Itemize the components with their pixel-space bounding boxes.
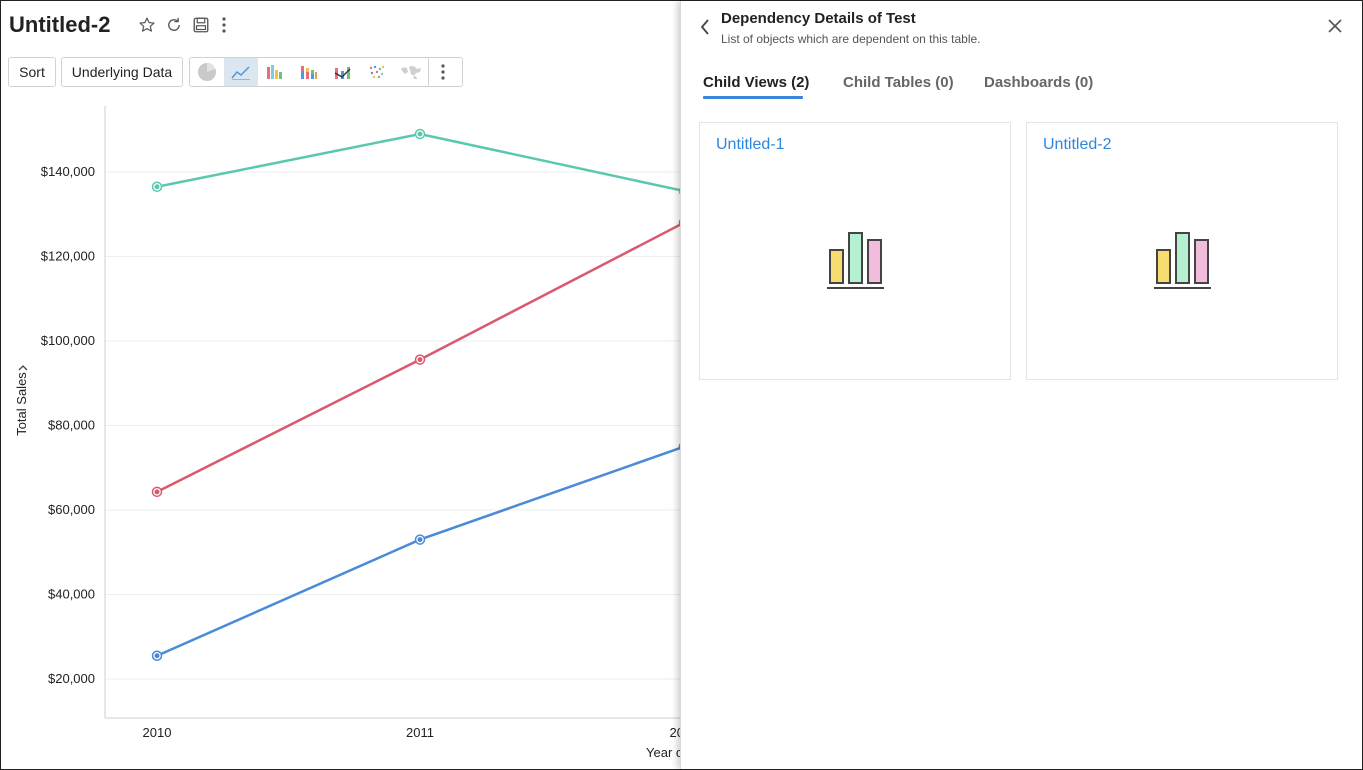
y-tick-label: $40,000 xyxy=(48,587,95,602)
y-tick-label: $80,000 xyxy=(48,418,95,433)
child-view-card[interactable]: Untitled-2 xyxy=(1026,122,1338,380)
sort-button[interactable]: Sort xyxy=(8,57,56,87)
page-title: Untitled-2 xyxy=(9,12,111,37)
save-icon[interactable] xyxy=(190,14,212,36)
combo-chart-icon[interactable] xyxy=(326,58,360,86)
data-point[interactable] xyxy=(678,187,681,196)
toolbar-divider xyxy=(428,58,429,86)
more-options-icon[interactable] xyxy=(213,14,235,36)
chart-more-icon[interactable] xyxy=(429,58,456,86)
data-point-dot xyxy=(417,357,423,363)
refresh-icon[interactable] xyxy=(163,14,185,36)
x-tick-label: 2010 xyxy=(143,725,172,740)
y-tick-label: $120,000 xyxy=(41,249,95,264)
series-line xyxy=(156,446,680,657)
data-point-dot xyxy=(417,131,423,137)
y-axis-chevron-icon[interactable] xyxy=(18,365,28,371)
x-tick-label: 2012 xyxy=(670,725,680,740)
x-axis-title[interactable]: Year o xyxy=(646,745,680,760)
child-view-card[interactable]: Untitled-1 xyxy=(699,122,1011,380)
y-tick-label: $60,000 xyxy=(48,502,95,517)
tab-child-tables[interactable]: Child Tables (0) xyxy=(843,74,954,91)
line-chart-icon[interactable] xyxy=(224,58,258,86)
close-icon[interactable] xyxy=(1324,15,1346,37)
series-line xyxy=(156,132,680,192)
panel-subtitle: List of objects which are dependent on t… xyxy=(721,32,981,46)
y-tick-label: $20,000 xyxy=(48,671,95,686)
x-tick-label: 2011 xyxy=(406,725,434,740)
bar-chart-thumbnail-icon xyxy=(827,230,885,295)
active-tab-indicator xyxy=(703,96,803,99)
data-point-dot xyxy=(154,184,160,190)
data-point[interactable] xyxy=(678,218,681,227)
back-icon[interactable] xyxy=(695,15,715,39)
tab-child-views[interactable]: Child Views (2) xyxy=(703,74,810,91)
scatter-chart-icon[interactable] xyxy=(360,58,394,86)
bar-chart-thumbnail-icon xyxy=(1154,230,1212,295)
data-point[interactable] xyxy=(678,442,681,451)
y-tick-label: $100,000 xyxy=(41,333,95,348)
star-icon[interactable] xyxy=(136,14,158,36)
chart-canvas: $20,000 $40,000 $60,000 $80,000 $100,000 $120… xyxy=(14,106,681,760)
bar-chart-icon[interactable] xyxy=(258,58,292,86)
data-point-dot xyxy=(154,489,160,495)
stacked-bar-chart-icon[interactable] xyxy=(292,58,326,86)
card-title[interactable]: Untitled-1 xyxy=(716,136,785,153)
line-chart: $20,000 $40,000 $60,000 $80,000 $100,000 $120… xyxy=(0,100,680,770)
pie-chart-icon[interactable] xyxy=(190,58,224,86)
card-title[interactable]: Untitled-2 xyxy=(1043,136,1112,153)
data-point-dot xyxy=(417,537,423,543)
panel-title: Dependency Details of Test xyxy=(721,10,916,27)
tab-dashboards[interactable]: Dashboards (0) xyxy=(984,74,1094,91)
data-point-dot xyxy=(154,653,160,659)
chart-type-selector xyxy=(189,57,463,87)
underlying-data-button[interactable]: Underlying Data xyxy=(61,57,183,87)
map-chart-icon[interactable] xyxy=(394,58,428,86)
dependency-panel: Dependency Details of Test List of objec… xyxy=(680,1,1362,769)
y-tick-label: $140,000 xyxy=(41,164,95,179)
y-axis-title[interactable]: Total Sales xyxy=(14,372,29,436)
